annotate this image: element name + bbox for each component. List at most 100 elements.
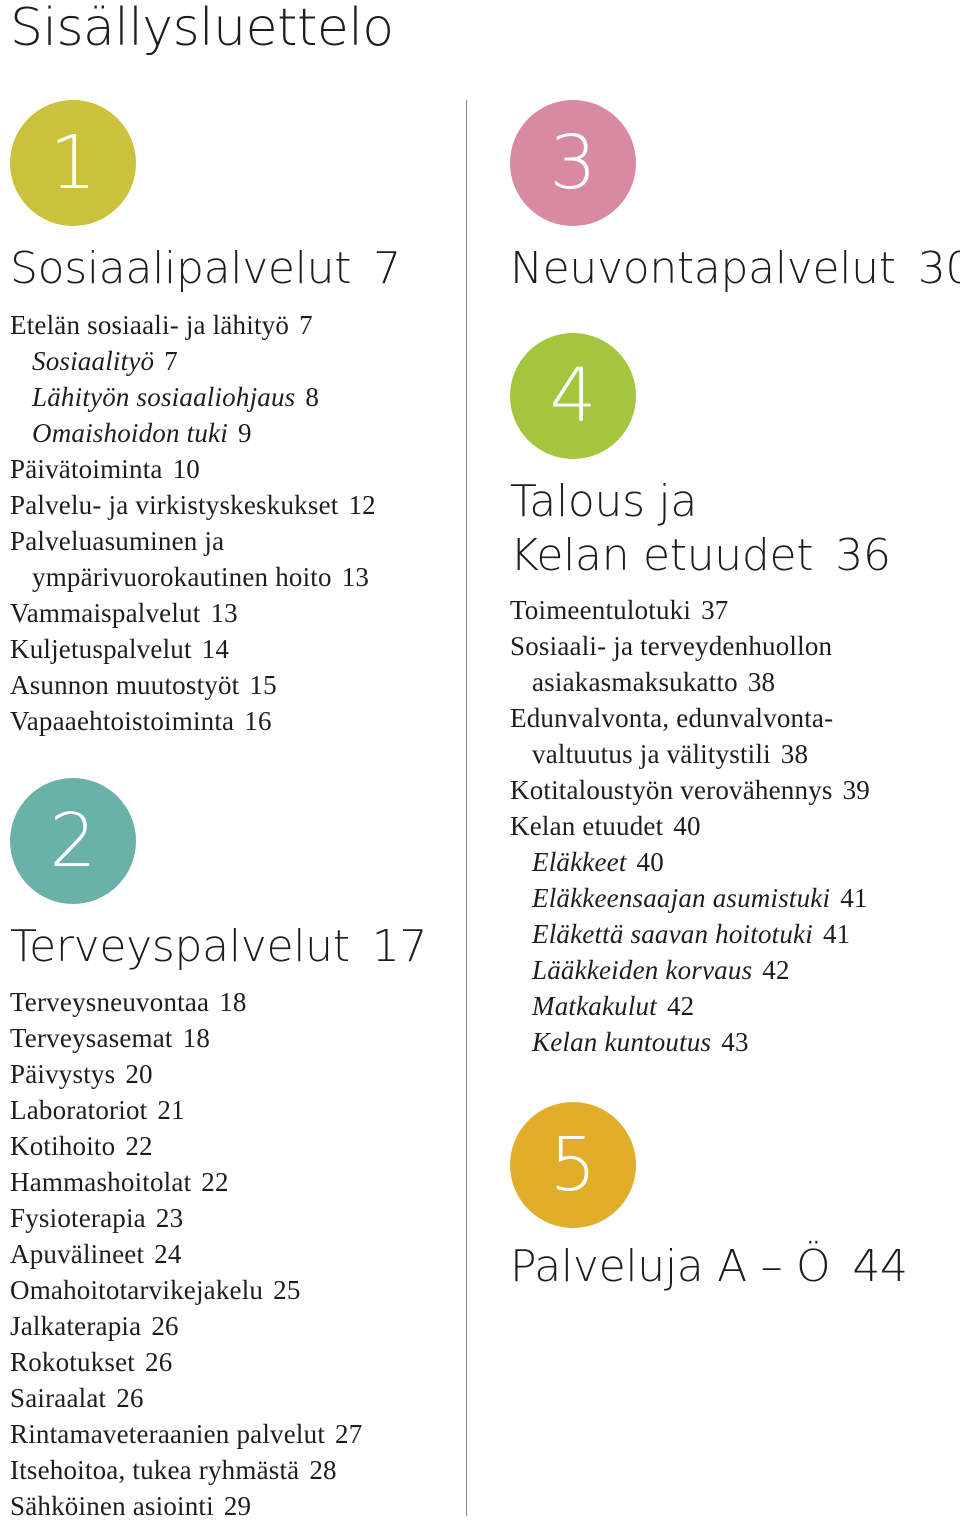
toc-entry-label: ympärivuorokautinen hoito	[32, 562, 332, 592]
toc-entry-page: 41	[822, 919, 851, 949]
toc-entry[interactable]: Toimeentulotuki 37	[510, 592, 870, 628]
toc-entry[interactable]: Terveysasemat 18	[10, 1020, 362, 1056]
toc-entry-label: Matkakulut	[532, 991, 657, 1021]
toc-entry[interactable]: Päivystys 20	[10, 1056, 362, 1092]
toc-entry-page: 9	[237, 418, 252, 448]
toc-entry-page: 22	[201, 1167, 229, 1197]
toc-entry-page: 21	[157, 1095, 185, 1125]
section-heading-label: Terveyspalvelut	[10, 921, 350, 972]
toc-entry-page: 10	[172, 454, 200, 484]
toc-entry[interactable]: Sairaalat 26	[10, 1380, 362, 1416]
section-3-heading[interactable]: Neuvontapalvelut 30	[510, 242, 960, 296]
toc-subentry[interactable]: Lääkkeiden korvaus 42	[510, 952, 870, 988]
toc-entry-label: asiakasmaksukatto	[532, 667, 738, 697]
toc-entry-label: Laboratoriot	[10, 1095, 148, 1125]
toc-entry-page: 41	[840, 883, 868, 913]
toc-subentry[interactable]: Eläkettä saavan hoitotuki 41	[510, 916, 870, 952]
toc-subentry[interactable]: Lähityön sosiaaliohjaus 8	[10, 379, 376, 415]
toc-entry-continuation[interactable]: asiakasmaksukatto 38	[510, 664, 870, 700]
toc-entry[interactable]: Rokotukset 26	[10, 1344, 362, 1380]
toc-entry[interactable]: Apuvälineet 24	[10, 1236, 362, 1272]
toc-entry-page: 23	[155, 1203, 184, 1233]
toc-entry-label: Terveysasemat	[10, 1023, 173, 1053]
toc-entry-label: Fysioterapia	[10, 1203, 146, 1233]
toc-subentry[interactable]: Kelan kuntoutus 43	[510, 1024, 870, 1060]
section-heading-page: 17	[371, 921, 428, 972]
toc-entry-label: Eläkettä saavan hoitotuki	[532, 919, 813, 949]
toc-entry-label: Hammashoitolat	[10, 1167, 192, 1197]
toc-entry[interactable]: Laboratoriot 21	[10, 1092, 362, 1128]
toc-entry[interactable]: Sosiaali- ja terveydenhuollon	[510, 628, 870, 664]
toc-entry[interactable]: Kotihoito 22	[10, 1128, 362, 1164]
toc-entry-label: Lähityön sosiaaliohjaus	[32, 382, 296, 412]
toc-entry-label: Apuvälineet	[10, 1239, 145, 1269]
toc-entry[interactable]: Jalkaterapia 26	[10, 1308, 362, 1344]
section-1-heading[interactable]: Sosiaalipalvelut 7	[10, 242, 401, 296]
toc-entry-label: Vapaaehtoistoiminta	[10, 706, 235, 736]
toc-subentry[interactable]: Omaishoidon tuki 9	[10, 415, 376, 451]
toc-entry[interactable]: Edunvalvonta, edunvalvonta-	[510, 700, 870, 736]
toc-entry-page: 42	[762, 955, 790, 985]
toc-entry-page: 14	[201, 634, 230, 664]
toc-entry-page: 37	[701, 595, 729, 625]
toc-entry-label: Palvelu- ja virkistyskeskukset	[10, 490, 339, 520]
toc-entry[interactable]: Kotitaloustyön verovähennys 39	[510, 772, 870, 808]
toc-entry-continuation[interactable]: ympärivuorokautinen hoito 13	[10, 559, 376, 595]
toc-entry-label: Jalkaterapia	[10, 1311, 142, 1341]
toc-subentry[interactable]: Sosiaalityö 7	[10, 343, 376, 379]
toc-entry-page: 13	[210, 598, 238, 628]
column-divider	[466, 100, 467, 1516]
toc-entry-page: 22	[125, 1131, 153, 1161]
toc-entry-label: Kuljetuspalvelut	[10, 634, 192, 664]
toc-entry[interactable]: Päivätoiminta 10	[10, 451, 376, 487]
toc-entry[interactable]: Sähköinen asiointi 29	[10, 1488, 362, 1524]
toc-entry[interactable]: Vammaispalvelut 13	[10, 595, 376, 631]
toc-entry[interactable]: Kuljetuspalvelut 14	[10, 631, 376, 667]
toc-entry-page: 7	[299, 310, 313, 340]
section-heading-page: 36	[835, 530, 891, 581]
section-heading-page: 30	[917, 243, 960, 294]
toc-entry[interactable]: Asunnon muutostyöt 15	[10, 667, 376, 703]
toc-entry[interactable]: Itsehoitoa, tukea ryhmästä 28	[10, 1452, 362, 1488]
page-title: Sisällysluettelo	[10, 0, 394, 58]
toc-entry-label: Kotitaloustyön verovähennys	[510, 775, 833, 805]
toc-entry-label: Asunnon muutostyöt	[10, 670, 240, 700]
section-1-number-circle: 1	[10, 100, 136, 226]
toc-entry-continuation[interactable]: valtuutus ja välitystili 38	[510, 736, 870, 772]
toc-entry-label: Vammaispalvelut	[10, 598, 201, 628]
toc-entry[interactable]: Hammashoitolat 22	[10, 1164, 362, 1200]
toc-entry-label: Kelan kuntoutus	[532, 1027, 712, 1057]
section-4-heading-line1[interactable]: Talous ja	[510, 476, 697, 527]
toc-entry-label: Etelän sosiaali- ja lähityö	[10, 310, 290, 340]
toc-subentry[interactable]: Eläkkeet 40	[510, 844, 870, 880]
toc-entry-page: 7	[164, 346, 178, 376]
toc-entry-label: Eläkkeensaajan asumistuki	[532, 883, 831, 913]
section-heading-page: 44	[852, 1241, 908, 1292]
toc-entry-label: Lääkkeiden korvaus	[532, 955, 753, 985]
toc-entry[interactable]: Vapaaehtoistoiminta 16	[10, 703, 376, 739]
toc-entry-page: 16	[244, 706, 272, 736]
toc-entry[interactable]: Etelän sosiaali- ja lähityö 7	[10, 307, 376, 343]
toc-entry[interactable]: Omahoitotarvikejakelu 25	[10, 1272, 362, 1308]
section-4-heading-line2[interactable]: Kelan etuudet 36	[510, 529, 891, 583]
toc-subentry[interactable]: Eläkkeensaajan asumistuki 41	[510, 880, 870, 916]
toc-entry[interactable]: Palveluasuminen ja	[10, 523, 376, 559]
toc-entry-page: 8	[305, 382, 320, 412]
toc-subentry[interactable]: Matkakulut 42	[510, 988, 870, 1024]
section-5-heading[interactable]: Palveluja A – Ö 44	[510, 1240, 908, 1294]
section-2-heading[interactable]: Terveyspalvelut 17	[10, 920, 427, 974]
toc-entry[interactable]: Kelan etuudet 40	[510, 808, 870, 844]
toc-entry-page: 29	[223, 1491, 252, 1521]
toc-entry-page: 18	[219, 987, 247, 1017]
section-heading-label: Sosiaalipalvelut	[10, 243, 352, 294]
toc-entry-page: 42	[666, 991, 695, 1021]
toc-entry-page: 12	[348, 490, 376, 520]
toc-entry-label: Rintamaveteraanien palvelut	[10, 1419, 326, 1449]
toc-entry[interactable]: Rintamaveteraanien palvelut 27	[10, 1416, 362, 1452]
toc-entry[interactable]: Terveysneuvontaa 18	[10, 984, 362, 1020]
toc-entry-page: 25	[273, 1275, 301, 1305]
section-heading-page: 7	[373, 243, 401, 294]
toc-entry[interactable]: Palvelu- ja virkistyskeskukset 12	[10, 487, 376, 523]
toc-entry[interactable]: Fysioterapia 23	[10, 1200, 362, 1236]
section-4-number-circle: 4	[510, 333, 636, 459]
